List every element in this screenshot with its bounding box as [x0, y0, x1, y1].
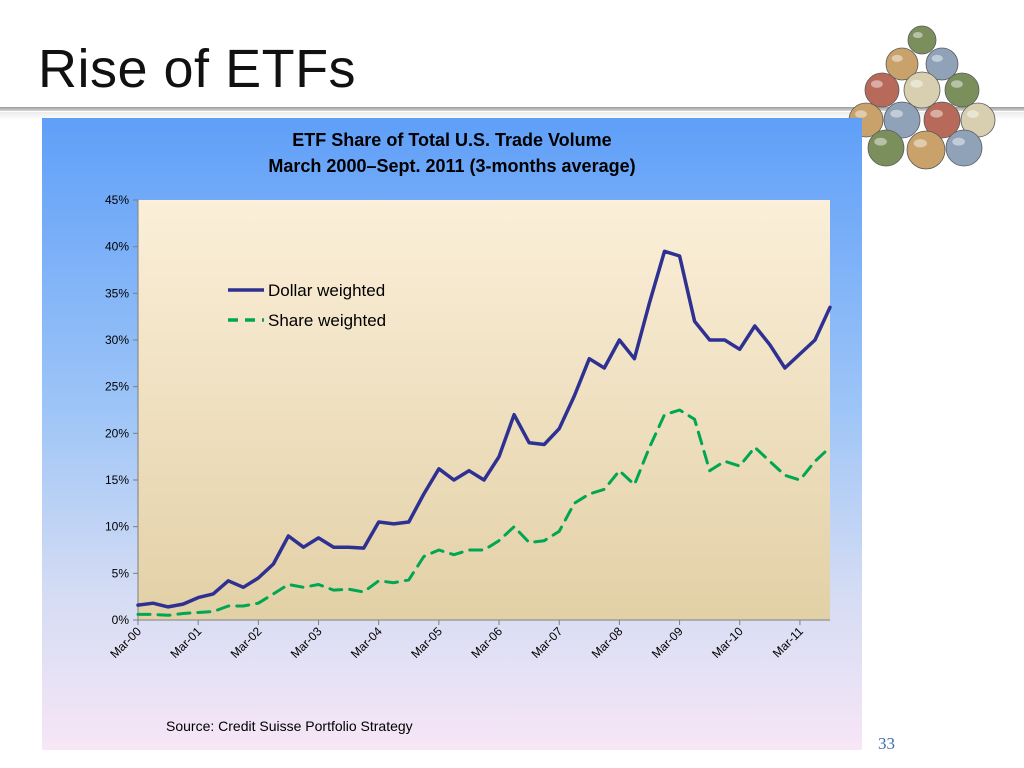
chart-source: Source: Credit Suisse Portfolio Strategy [166, 718, 413, 734]
y-tick-label: 35% [105, 286, 129, 300]
money-globe-ball [883, 101, 921, 139]
money-globe-ball [925, 47, 959, 81]
x-tick-label: Mar-09 [649, 624, 686, 661]
y-tick-label: 5% [112, 566, 130, 580]
x-tick-label: Mar-05 [408, 624, 445, 661]
x-tick-label: Mar-06 [468, 624, 505, 661]
money-globe-ball [864, 72, 900, 108]
money-globe-ball [923, 101, 961, 139]
y-tick-label: 20% [105, 426, 129, 440]
globe-money-pyramid-icon [848, 25, 996, 170]
x-tick-label: Mar-03 [288, 624, 325, 661]
x-axis: Mar-00 Mar-01 Mar-02 Mar-03 Mar-04 Mar-05 Mar-… [107, 619, 830, 661]
chart-subtitle: March 2000–Sept. 2011 (3-months average) [268, 156, 636, 176]
plot-area [138, 200, 830, 620]
x-tick-label: Mar-01 [168, 624, 205, 661]
y-tick-label: 45% [105, 193, 129, 207]
money-globe-ball [867, 129, 905, 167]
series-line-share-weighted [136, 408, 832, 617]
x-tick-label: Mar-11 [770, 624, 806, 660]
title-divider-shadow [0, 112, 1024, 120]
title-divider [0, 107, 1024, 111]
money-globe-ball [903, 71, 941, 109]
legend: Dollar weighted Share weighted [228, 281, 386, 330]
legend-label: Share weighted [268, 311, 386, 330]
chart-title: ETF Share of Total U.S. Trade Volume [292, 130, 612, 150]
money-globe-ball [945, 129, 983, 167]
money-globe-ball [944, 72, 980, 108]
legend-label: Dollar weighted [268, 281, 385, 300]
x-tick-label: Mar-07 [529, 624, 566, 661]
x-tick-label: Mar-00 [107, 624, 144, 661]
money-globe-ball [907, 25, 937, 55]
y-tick-label: 30% [105, 333, 129, 347]
series-line-dollar-weighted [136, 249, 832, 609]
money-globe-ball [906, 130, 946, 170]
slide-title: Rise of ETFs [38, 39, 357, 99]
money-globe-ball [885, 47, 919, 81]
series-layer [136, 249, 832, 617]
y-axis: 0% 5% 10% 15% 20% 25% 30% 35% 40% 45% [105, 193, 139, 627]
x-tick-label: Mar-10 [709, 624, 746, 661]
y-tick-label: 40% [105, 240, 129, 254]
x-tick-label: Mar-02 [228, 624, 265, 661]
y-tick-label: 15% [105, 473, 129, 487]
y-tick-label: 25% [105, 380, 129, 394]
chart-panel: ETF Share of Total U.S. Trade Volume Mar… [42, 118, 862, 750]
x-tick-label: Mar-04 [348, 624, 385, 661]
y-tick-label: 0% [112, 613, 130, 627]
line-chart: 0%5%10%15%20%25%30%35%40%45% Mar-00 Mar-0… [105, 193, 832, 661]
x-tick-label: Mar-08 [589, 624, 626, 661]
y-tick-label: 10% [105, 520, 129, 534]
page-number: 33 [878, 734, 895, 753]
